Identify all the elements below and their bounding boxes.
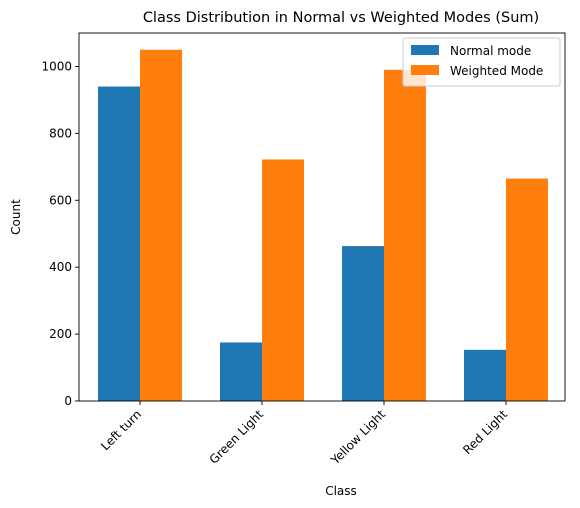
chart-title: Class Distribution in Normal vs Weighted… (143, 10, 539, 26)
bar-normal-red-light (464, 349, 506, 401)
y-tick-label: 400 (49, 260, 72, 274)
plot-frame (78, 32, 566, 402)
legend-entry: Normal mode (450, 44, 531, 58)
legend-swatch (411, 45, 439, 55)
bar-normal-green-light (220, 342, 262, 401)
bar-weighted-green-light (262, 159, 304, 401)
y-tick-label: 0 (64, 394, 72, 408)
y-axis: 0 200 400 600 800 1000 (41, 59, 79, 408)
bar-weighted-left-turn (140, 49, 182, 402)
x-tick-label: Left turn (98, 407, 144, 453)
y-tick-label: 1000 (41, 59, 72, 73)
y-tick-label: 600 (49, 193, 72, 207)
x-tick-label: Green Light (207, 407, 267, 467)
x-axis-label: Class (325, 484, 357, 498)
bars-group (98, 49, 548, 402)
bar-normal-yellow-light (342, 246, 384, 401)
y-axis-label: Count (9, 199, 23, 235)
legend-box (402, 37, 561, 87)
legend-entry: Weighted Mode (450, 64, 543, 78)
bar-weighted-yellow-light (384, 69, 426, 402)
legend-swatch (411, 65, 439, 75)
bar-weighted-red-light (506, 178, 548, 401)
legend: Normal mode Weighted Mode (402, 37, 561, 87)
y-tick-label: 200 (49, 327, 72, 341)
bar-normal-left-turn (98, 86, 140, 401)
x-axis: Left turn Green Light Yellow Light Red Ligh… (98, 401, 510, 468)
x-tick-label: Yellow Light (328, 407, 389, 468)
x-tick-label: Red Light (460, 407, 510, 457)
y-tick-label: 800 (49, 126, 72, 140)
